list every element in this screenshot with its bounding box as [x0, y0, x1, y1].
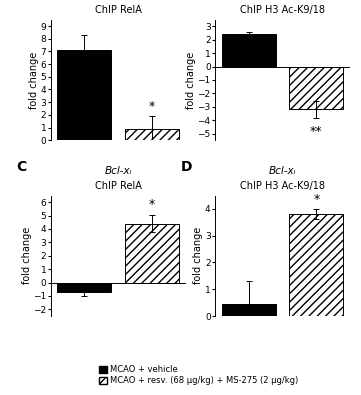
Bar [57, 282, 112, 292]
Text: *: * [313, 193, 319, 206]
Bar [289, 67, 343, 109]
Text: Bcl-xₗ: Bcl-xₗ [105, 166, 132, 176]
Bar [222, 34, 276, 67]
Text: **: ** [310, 125, 323, 138]
Bar [125, 129, 179, 140]
Y-axis label: fold change: fold change [22, 227, 32, 284]
Text: *: * [149, 100, 155, 113]
Bar [289, 214, 343, 316]
Text: *: * [149, 198, 155, 211]
Text: D: D [181, 160, 192, 175]
Text: ChIP RelA: ChIP RelA [95, 5, 142, 15]
Y-axis label: fold change: fold change [186, 51, 196, 109]
Text: C: C [17, 160, 27, 175]
Bar [57, 50, 112, 140]
Y-axis label: fold change: fold change [29, 51, 39, 109]
Text: ChIP RelA: ChIP RelA [95, 181, 142, 191]
Bar [125, 224, 179, 282]
Text: ChIP H3 Ac-K9/18: ChIP H3 Ac-K9/18 [240, 5, 325, 15]
Y-axis label: fold change: fold change [193, 227, 204, 284]
Text: ChIP H3 Ac-K9/18: ChIP H3 Ac-K9/18 [240, 181, 325, 191]
Legend: MCAO + vehicle, MCAO + resv. (68 μg/kg) + MS-275 (2 μg/kg): MCAO + vehicle, MCAO + resv. (68 μg/kg) … [97, 363, 300, 387]
Text: Bcl-xₗ: Bcl-xₗ [269, 166, 296, 176]
Bar [222, 304, 276, 316]
